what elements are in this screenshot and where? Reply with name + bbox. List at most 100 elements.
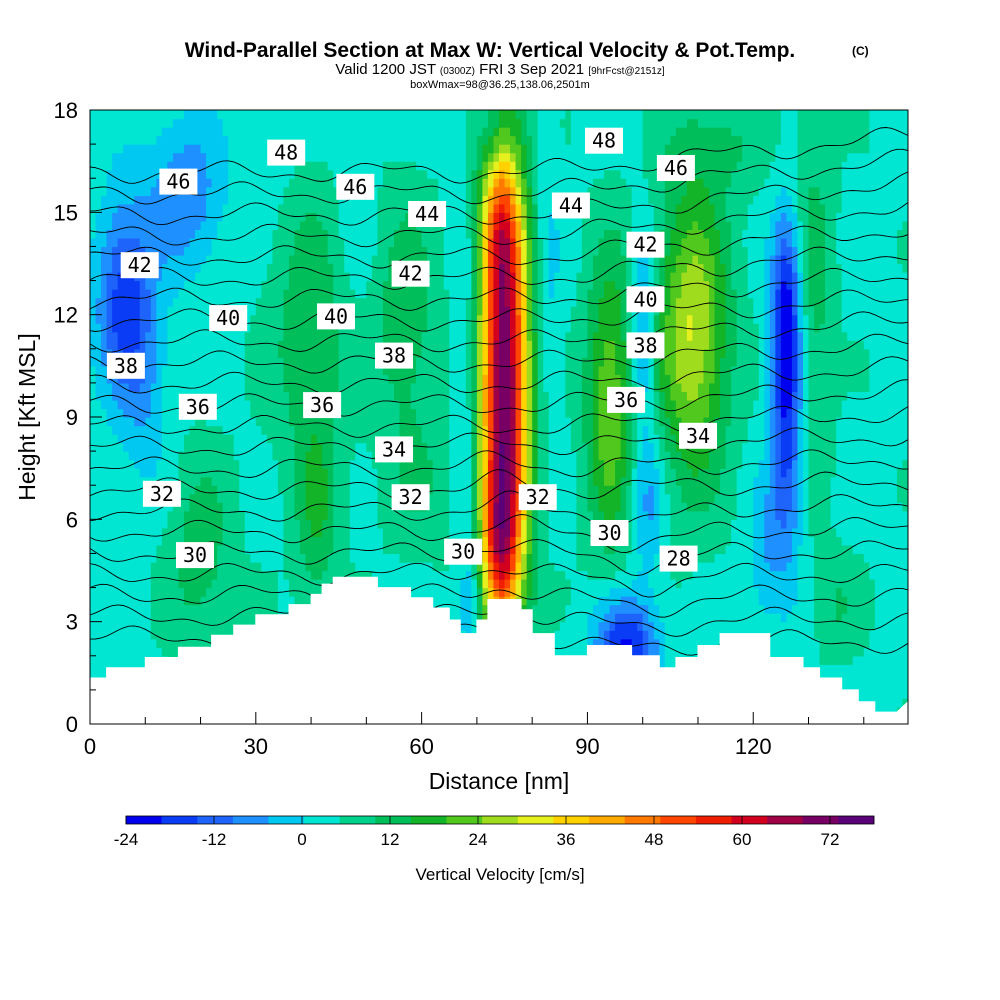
- heatmap-cell: [410, 570, 417, 580]
- heatmap-cell: [863, 442, 870, 452]
- heatmap-cell: [631, 468, 638, 478]
- heatmap-cell: [90, 493, 97, 503]
- heatmap-cell: [90, 510, 97, 520]
- heatmap-cell: [454, 476, 461, 486]
- heatmap-cell: [714, 451, 721, 461]
- heatmap-cell: [769, 638, 776, 648]
- heatmap-cell: [874, 442, 881, 452]
- heatmap-cell: [206, 442, 213, 452]
- heatmap-cell: [244, 613, 251, 623]
- heatmap-cell: [454, 596, 461, 606]
- heatmap-cell: [344, 459, 351, 469]
- heatmap-cell: [891, 621, 898, 631]
- heatmap-cell: [720, 502, 727, 512]
- heatmap-cell: [891, 604, 898, 614]
- heatmap-cell: [714, 587, 721, 597]
- heatmap-cell: [731, 459, 738, 469]
- heatmap-cell: [371, 434, 379, 444]
- heatmap-cell: [576, 570, 583, 580]
- heatmap-cell: [791, 647, 799, 657]
- heatmap-cell: [802, 621, 810, 631]
- heatmap-cell: [692, 502, 699, 512]
- heatmap-cell: [537, 604, 544, 614]
- heatmap-cell: [300, 485, 307, 495]
- heatmap-cell: [858, 493, 865, 503]
- heatmap-cell: [587, 510, 594, 520]
- heatmap-cell: [836, 561, 843, 572]
- heatmap-cell: [266, 536, 273, 546]
- heatmap-cell: [703, 493, 710, 503]
- heatmap-cell: [642, 451, 649, 461]
- heatmap-cell: [344, 536, 351, 546]
- heatmap-cell: [537, 621, 544, 631]
- heatmap-cell: [117, 451, 124, 461]
- heatmap-cell: [134, 451, 141, 461]
- heatmap-cell: [880, 527, 887, 537]
- heatmap-cell: [653, 579, 660, 589]
- heatmap-cell: [725, 451, 732, 461]
- heatmap-cell: [570, 544, 577, 555]
- heatmap-cell: [736, 442, 743, 452]
- heatmap-cell: [814, 587, 821, 597]
- heatmap-cell: [156, 519, 163, 529]
- heatmap-cell: [487, 502, 495, 512]
- heatmap-cell: [460, 485, 467, 495]
- heatmap-cell: [521, 442, 528, 452]
- heatmap-cell: [294, 442, 301, 452]
- heatmap-cell: [183, 442, 191, 452]
- heatmap-cell: [736, 621, 743, 631]
- heatmap-cell: [902, 485, 908, 495]
- heatmap-cell: [670, 596, 677, 606]
- heatmap-cell: [598, 561, 605, 572]
- heatmap-cell: [786, 553, 793, 563]
- heatmap-cell: [432, 476, 439, 486]
- heatmap-cell: [570, 570, 577, 580]
- heatmap-cell: [311, 493, 318, 503]
- heatmap-cell: [725, 604, 732, 614]
- heatmap-cell: [206, 604, 213, 614]
- heatmap-cell: [454, 434, 461, 444]
- heatmap-cell: [471, 476, 478, 486]
- heatmap-cell: [797, 442, 804, 452]
- heatmap-cell: [664, 510, 671, 520]
- heatmap-cell: [504, 510, 511, 520]
- heatmap-cell: [565, 596, 572, 606]
- heatmap-cell: [416, 570, 423, 580]
- heatmap-cell: [863, 672, 870, 682]
- heatmap-cell: [471, 502, 478, 512]
- heatmap-cell: [532, 519, 539, 529]
- heatmap-cell: [615, 570, 622, 580]
- heatmap-cell: [858, 442, 865, 452]
- heatmap-cell: [217, 613, 224, 623]
- heatmap-cell: [637, 476, 644, 486]
- heatmap-cell: [836, 553, 843, 563]
- heatmap-cell: [421, 434, 428, 444]
- heatmap-cell: [620, 510, 627, 520]
- heatmap-cell: [139, 553, 146, 563]
- heatmap-cell: [819, 510, 826, 520]
- heatmap-cell: [123, 493, 130, 503]
- heatmap-cell: [880, 587, 887, 597]
- heatmap-cell: [902, 587, 908, 597]
- heatmap-cell: [604, 604, 611, 614]
- heatmap-cell: [172, 596, 180, 606]
- heatmap-cell: [134, 502, 141, 512]
- heatmap-cell: [277, 468, 285, 478]
- heatmap-cell: [487, 570, 495, 580]
- heatmap-cell: [167, 587, 174, 597]
- heatmap-cell: [255, 536, 262, 546]
- heatmap-cell: [592, 587, 600, 597]
- heatmap-cell: [880, 698, 887, 708]
- heatmap-cell: [139, 502, 146, 512]
- heatmap-cell: [521, 459, 528, 469]
- heatmap-cell: [648, 630, 655, 640]
- heatmap-cell: [106, 553, 113, 563]
- heatmap-cell: [233, 579, 240, 589]
- heatmap-cell: [836, 459, 843, 469]
- heatmap-cell: [294, 485, 301, 495]
- heatmap-cell: [703, 638, 710, 648]
- heatmap-cell: [139, 638, 146, 648]
- heatmap-cell: [775, 647, 782, 657]
- heatmap-cell: [880, 647, 887, 657]
- chart-title-suffix: (C): [852, 44, 869, 58]
